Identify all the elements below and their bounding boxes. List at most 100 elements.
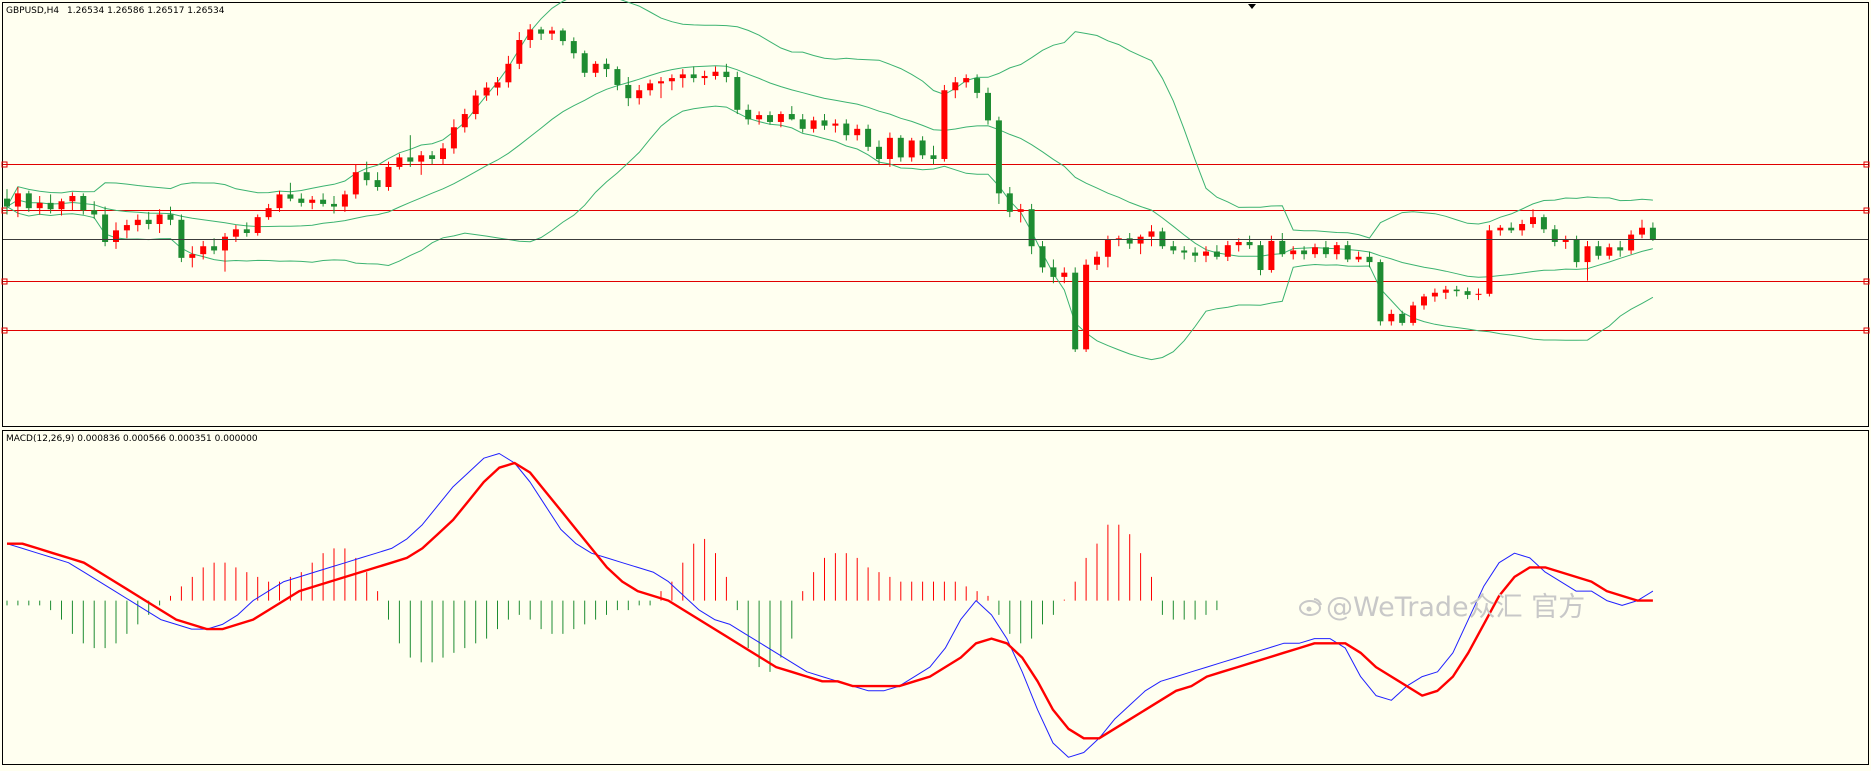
candle-body — [1399, 313, 1406, 323]
candle-body — [1584, 246, 1591, 263]
candle-body — [647, 83, 654, 91]
bull-candle — [14, 187, 21, 218]
candle-body — [843, 123, 850, 136]
candle-body — [995, 120, 1002, 194]
bull-candle — [123, 219, 130, 239]
bear-candle — [1453, 285, 1460, 297]
watermark-text: @WeTrade众汇 官方 — [1326, 592, 1585, 623]
candle-body — [734, 77, 741, 110]
candle-body — [134, 219, 141, 226]
candle-body — [145, 219, 152, 225]
bull-candle — [832, 119, 839, 133]
bull-candle — [450, 119, 457, 154]
candle-body — [974, 78, 981, 93]
bull-candle — [1421, 293, 1427, 310]
candle-body — [287, 194, 294, 199]
bear-candle — [1595, 240, 1602, 260]
bull-candle — [1137, 234, 1144, 255]
bear-candle — [1322, 240, 1329, 258]
bull-candle — [549, 26, 555, 41]
bull-candle — [679, 69, 686, 88]
candle-body — [1148, 231, 1155, 237]
candle-body — [832, 123, 839, 126]
bear-candle — [843, 119, 850, 141]
candle-body — [712, 71, 719, 76]
bull-candle — [58, 198, 65, 216]
bull-candle — [1083, 259, 1090, 352]
candle-body — [505, 63, 512, 83]
bull-candle — [1486, 225, 1493, 297]
candle-body — [1628, 234, 1635, 251]
bull-candle — [1290, 246, 1297, 260]
candle-body — [701, 75, 708, 79]
candle-body — [1301, 250, 1308, 255]
candle-body — [1508, 227, 1515, 231]
bear-candle — [178, 214, 185, 263]
candle-body — [788, 114, 795, 120]
bull-candle — [494, 77, 501, 96]
bull-candle — [352, 164, 359, 199]
bull-candle — [276, 190, 283, 212]
bear-candle — [91, 201, 98, 219]
bear-candle — [897, 135, 904, 162]
candle-body — [876, 146, 882, 159]
candle-body — [919, 140, 926, 156]
candle-body — [418, 155, 425, 162]
bear-candle — [429, 151, 436, 165]
bear-candle — [1508, 222, 1515, 234]
candle-body — [123, 225, 130, 231]
bear-candle — [1540, 214, 1547, 234]
candle-body — [821, 120, 828, 126]
bear-candle — [690, 66, 697, 83]
candle-body — [352, 172, 359, 195]
candle-body — [1519, 224, 1526, 231]
candle-body — [494, 82, 501, 88]
bear-candle — [298, 193, 305, 207]
bear-candle — [243, 222, 250, 237]
candle-body — [167, 214, 174, 220]
candle-body — [276, 194, 283, 209]
candle-body — [1551, 229, 1558, 242]
bear-candle — [1551, 225, 1558, 247]
bear-candle — [1344, 240, 1351, 263]
candle-body — [1224, 245, 1231, 257]
candle-body — [756, 115, 763, 120]
bull-candle — [254, 214, 261, 236]
candles-layer[interactable] — [4, 24, 1656, 352]
candle-body — [1312, 247, 1318, 255]
candle-body — [1530, 217, 1536, 225]
candle-body — [1137, 236, 1144, 244]
candle-body — [941, 90, 948, 159]
candle-body — [658, 81, 664, 84]
candle-body — [1333, 245, 1340, 255]
bear-candle — [320, 193, 327, 207]
bear-candle — [919, 136, 926, 159]
candle-body — [1170, 246, 1177, 251]
macd-lines-layer — [6, 453, 1654, 758]
candle-body — [1421, 296, 1427, 306]
bear-candle — [1573, 235, 1580, 268]
bull-candle — [963, 74, 970, 88]
chart-shift-marker-icon[interactable] — [1248, 4, 1256, 9]
candle-body — [69, 195, 76, 202]
bull-candle — [636, 84, 643, 105]
candle-body — [1203, 251, 1209, 256]
candle-body — [211, 246, 218, 251]
bear-candle — [1257, 240, 1264, 276]
bear-candle — [995, 116, 1002, 204]
bull-candle — [1148, 225, 1155, 247]
level-handle-right — [1863, 327, 1870, 334]
bear-candle — [1181, 246, 1188, 260]
bull-candle — [1475, 288, 1482, 301]
candle-body — [320, 199, 327, 204]
bear-candle — [1246, 235, 1253, 249]
bear-candle — [1192, 247, 1199, 263]
bollinger-upper-band — [6, 0, 1653, 239]
candle-body — [396, 157, 403, 167]
candle-body — [1475, 293, 1482, 295]
bear-candle — [799, 114, 806, 133]
bull-candle — [1224, 240, 1231, 262]
candle-body — [636, 90, 643, 99]
bull-candle — [1628, 230, 1635, 255]
